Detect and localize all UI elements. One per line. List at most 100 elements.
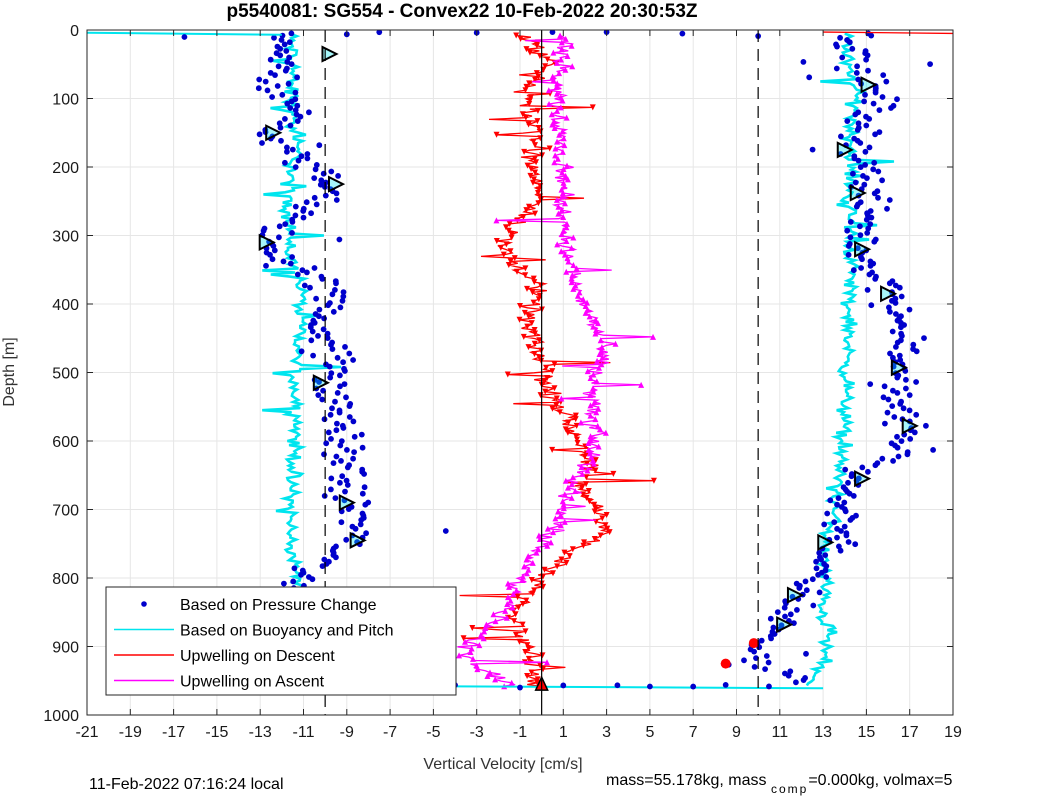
pressure-point [806,74,813,81]
pressure-point [286,54,292,61]
pressure-point [858,265,864,271]
pressure-point [297,113,304,120]
pressure-point [280,258,287,265]
upwelling-descent-trace-marker [523,83,530,90]
pressure-point [340,425,347,431]
upwelling-ascent-trace-marker [559,169,566,176]
pressure-point [282,159,288,166]
upwelling-ascent-trace-marker [570,234,577,241]
pressure-point [880,72,887,78]
pressure-point [907,436,914,442]
pressure-point [341,381,348,387]
upwelling-ascent-trace-marker [523,556,530,563]
pressure-point [307,284,313,291]
upwelling-descent-trace-marker [521,309,528,316]
pressure-point [897,401,904,407]
upwelling-descent-trace-marker [514,268,521,275]
pressure-point [262,78,269,85]
upwelling-ascent-trace-marker [579,470,586,477]
pressure-point [927,61,933,67]
upwelling-ascent-trace-marker [519,577,526,584]
pressure-point [824,510,831,517]
upwelling-descent-trace-marker [505,227,512,234]
pressure-point [328,370,335,377]
pressure-point [333,280,339,287]
pressure-point [923,422,929,429]
pressure-point [328,168,335,175]
upwelling-descent-trace-marker [530,138,537,145]
pressure-point [778,622,785,629]
pressure-point [275,63,282,70]
upwelling-ascent-trace-marker [561,251,568,258]
pressure-point [833,65,840,72]
turn-marker [776,615,794,634]
pressure-point [330,308,337,315]
turn-marker [327,175,346,193]
pressure-point [335,173,341,179]
pressure-point [284,59,291,65]
upwelling-descent-trace-marker [524,672,531,679]
upwelling-ascent-trace-marker [569,272,576,279]
upwelling-descent-trace-marker [531,340,538,347]
pressure-point [334,420,340,427]
pressure-point [343,477,350,484]
turn-marker [817,533,835,551]
upwelling-descent-trace-marker [533,70,540,77]
pressure-point [321,315,327,322]
upwelling-descent-trace-marker [508,231,515,238]
upwelling-ascent-trace-marker [563,237,570,244]
pressure-point [328,486,334,493]
pressure-point [866,144,873,151]
apogee-marker [720,658,731,669]
upwelling-descent-trace-marker [569,546,576,553]
pressure-point [876,129,883,136]
upwelling-ascent-trace-marker [590,385,597,392]
upwelling-ascent-trace-marker [586,313,593,320]
upwelling-descent-trace-marker [650,477,657,484]
upwelling-ascent-trace-marker [509,604,516,611]
y-tick-label: 300 [52,229,79,246]
pressure-point [287,122,294,129]
pressure-point [333,427,340,434]
upwelling-ascent-trace-marker [570,285,577,292]
pressure-point [271,34,277,41]
turn-marker [854,470,872,488]
pressure-point [316,142,323,149]
upwelling-ascent-trace-marker [558,46,565,53]
pressure-point [300,208,307,214]
pressure-point [862,162,868,168]
pressure-point [793,679,799,686]
pressure-point [289,146,296,153]
pressure-point [338,458,344,464]
upwelling-ascent-trace-marker [521,563,528,570]
x-tick-label: -3 [470,724,484,741]
upwelling-ascent-trace-marker [549,73,556,80]
upwelling-ascent-trace-marker [546,100,553,107]
upwelling-ascent-trace-marker [569,474,576,481]
pressure-point [311,175,318,182]
upwelling-descent-trace-marker [549,368,556,375]
upwelling-descent-trace-marker [524,642,531,649]
upwelling-ascent-trace-marker [553,59,560,66]
upwelling-descent-trace-marker [532,142,539,149]
pressure-point [787,668,794,675]
pressure-point [344,447,350,453]
upwelling-descent-trace-marker [581,539,588,546]
pressure-point [328,436,334,442]
upwelling-descent-trace-marker [583,494,590,501]
pressure-point [823,563,830,569]
upwelling-ascent-trace-marker [492,676,499,683]
pressure-point [352,525,359,532]
upwelling-descent-trace-marker [546,145,553,152]
upwelling-ascent-trace-marker [590,457,597,464]
upwelling-ascent-trace-marker [568,279,575,286]
upwelling-descent-trace-marker [534,676,541,683]
pressure-point [834,501,840,508]
upwelling-ascent-trace-marker [490,611,497,618]
upwelling-descent-trace-marker [606,529,613,536]
pressure-point [855,120,862,127]
pressure-point [321,556,328,563]
upwelling-ascent-trace-marker [523,570,530,577]
upwelling-descent-trace-marker [581,453,588,460]
comp-subscript: comp [770,782,809,796]
